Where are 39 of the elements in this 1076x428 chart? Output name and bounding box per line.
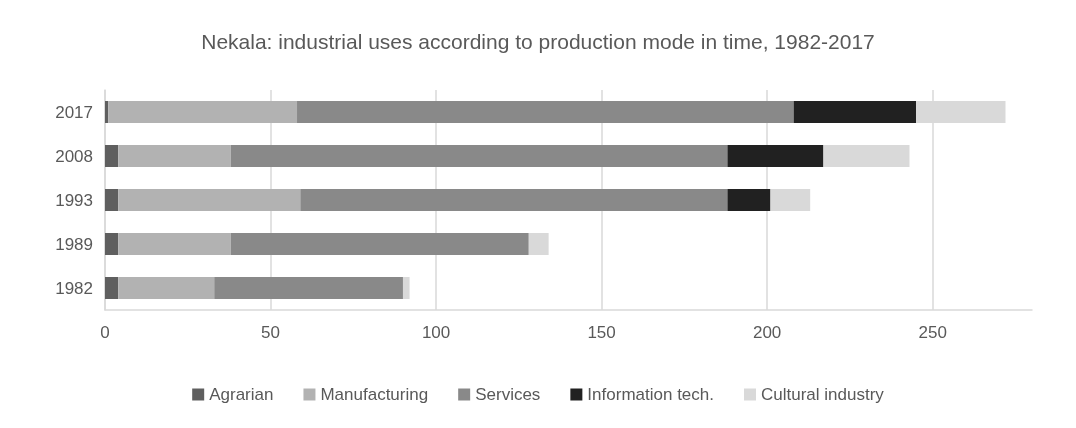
x-tick-label: 250 [918, 323, 947, 342]
bar [108, 101, 298, 123]
x-tick-label: 0 [100, 323, 110, 342]
bar [105, 145, 119, 167]
legend-label: Cultural industry [760, 385, 885, 404]
bar [727, 145, 824, 167]
y-tick-label: 1982 [55, 278, 93, 298]
bar [300, 189, 728, 211]
bar [214, 277, 403, 299]
bar [118, 233, 231, 255]
x-tick-label: 100 [421, 323, 451, 342]
bar [105, 233, 119, 255]
y-tick-label: 1993 [55, 190, 93, 210]
bar [770, 189, 811, 211]
bar [105, 189, 119, 211]
bar [118, 189, 301, 211]
bar [528, 233, 549, 255]
bar [105, 277, 119, 299]
bar [402, 277, 410, 299]
bar [793, 101, 917, 123]
y-tick-label: 1989 [55, 234, 93, 254]
bar [230, 233, 529, 255]
y-tick-label: 2008 [55, 146, 93, 166]
bar [297, 101, 794, 123]
legend-label: Manufacturing [320, 385, 429, 404]
x-tick-label: 200 [752, 323, 782, 342]
legend-label: Information tech. [587, 385, 714, 404]
bar [118, 277, 215, 299]
bar [823, 145, 910, 167]
bar [727, 189, 771, 211]
y-tick-label: 2017 [55, 102, 93, 122]
bar [230, 145, 728, 167]
bar [105, 101, 109, 123]
x-tick-label: 50 [261, 323, 280, 342]
legend-label: Services [475, 385, 541, 404]
legend-label: Agrarian [209, 385, 274, 404]
x-tick-label: 150 [587, 323, 616, 342]
chart-title: Nekala: industrial uses according to production mode in time, 1982-2017 [201, 30, 875, 53]
bar [118, 145, 231, 167]
